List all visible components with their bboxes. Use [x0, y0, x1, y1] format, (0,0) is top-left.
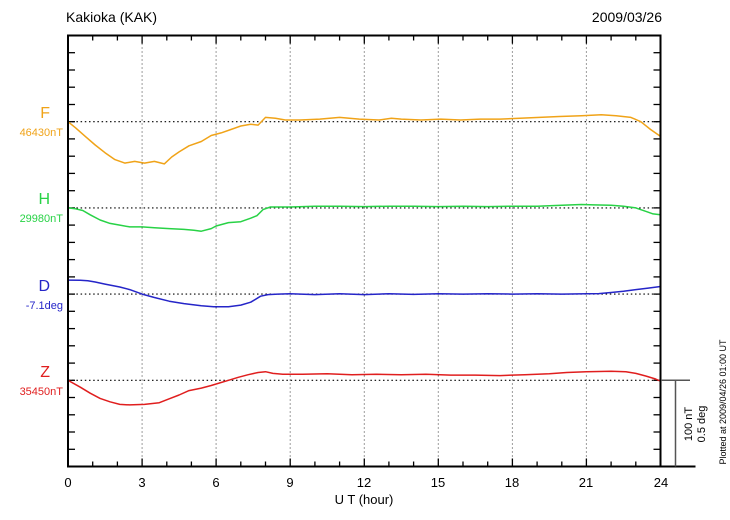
channel-label-F: F	[40, 105, 50, 122]
x-tick-label-0: 0	[64, 475, 72, 490]
scale-bar-label-deg: 0.5 deg	[696, 405, 708, 443]
channel-baseline-H: 29980nT	[19, 213, 63, 225]
x-tick-label-21: 21	[578, 475, 594, 490]
x-tick-label-9: 9	[286, 475, 294, 490]
page-title: Kakioka (KAK)	[66, 9, 158, 25]
channel-label-H: H	[38, 191, 50, 208]
x-tick-label-24: 24	[653, 475, 669, 490]
channel-label-Z: Z	[40, 364, 50, 381]
channel-baseline-D: -7.1deg	[25, 300, 63, 312]
scale-bar-label-nt: 100 nT	[683, 406, 695, 442]
plotted-at-note: Plotted at 2009/04/26 01:00 UT	[718, 339, 728, 465]
x-axis-label: U T (hour)	[334, 492, 394, 507]
scale-bar-label: 100 nT 0.5 deg	[683, 388, 709, 460]
x-tick-label-18: 18	[504, 475, 520, 490]
x-tick-label-3: 3	[138, 475, 146, 490]
channel-baseline-F: 46430nT	[19, 127, 63, 139]
x-tick-label-6: 6	[212, 475, 220, 490]
plot-date: 2009/03/26	[591, 9, 662, 25]
x-tick-label-15: 15	[430, 475, 446, 490]
x-tick-label-12: 12	[356, 475, 372, 490]
channel-baseline-Z: 35450nT	[19, 386, 63, 398]
channel-label-D: D	[38, 278, 50, 295]
